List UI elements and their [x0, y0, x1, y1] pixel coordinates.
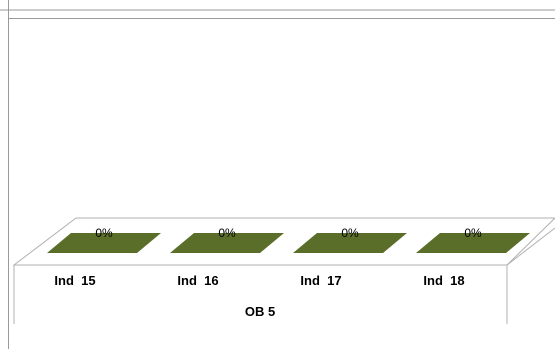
category-label-ind-18: Ind 18	[423, 273, 464, 288]
axis-right-edge	[506, 227, 555, 266]
data-label-3: 0%	[341, 226, 359, 240]
category-label-ind-16: Ind 16	[177, 273, 218, 288]
data-label-1: 0%	[95, 226, 113, 240]
bar-2	[170, 233, 284, 253]
category-label-ind-15: Ind 15	[54, 273, 95, 288]
data-label-2: 0%	[218, 226, 236, 240]
bar-4	[416, 233, 530, 253]
chart-floor	[12, 217, 555, 266]
bar-1	[47, 233, 161, 253]
bar-series: 0% 0% 0% 0%	[47, 226, 530, 253]
group-label: OB 5	[245, 304, 275, 319]
category-label-ind-17: Ind 17	[300, 273, 341, 288]
data-label-4: 0%	[464, 226, 482, 240]
bar-3	[293, 233, 407, 253]
